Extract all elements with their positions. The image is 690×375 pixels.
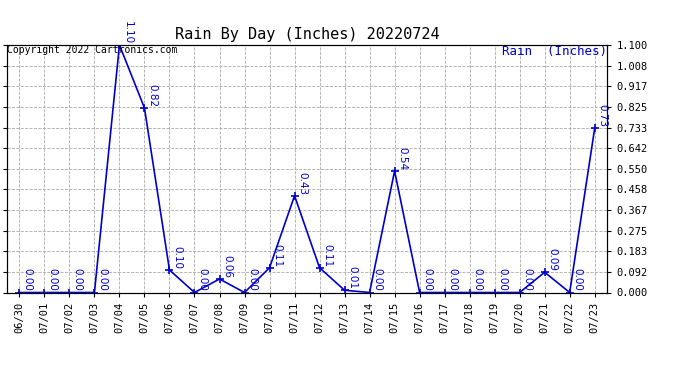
Text: 0.00: 0.00: [197, 268, 208, 291]
Text: 0.00: 0.00: [573, 268, 582, 291]
Text: 0.82: 0.82: [148, 84, 157, 107]
Text: 0.06: 0.06: [222, 255, 233, 278]
Text: 0.00: 0.00: [373, 268, 382, 291]
Text: 0.00: 0.00: [22, 268, 32, 291]
Text: 0.00: 0.00: [72, 268, 82, 291]
Text: 1.10: 1.10: [122, 21, 132, 44]
Text: 0.73: 0.73: [598, 104, 608, 127]
Text: 0.00: 0.00: [97, 268, 108, 291]
Text: 0.10: 0.10: [172, 246, 182, 269]
Text: Copyright 2022 Cartronics.com: Copyright 2022 Cartronics.com: [7, 45, 177, 55]
Text: 0.00: 0.00: [422, 268, 433, 291]
Text: 0.00: 0.00: [48, 268, 57, 291]
Text: Rain  (Inches): Rain (Inches): [502, 45, 607, 58]
Text: 0.00: 0.00: [248, 268, 257, 291]
Text: 0.00: 0.00: [448, 268, 457, 291]
Text: 0.54: 0.54: [397, 147, 408, 170]
Text: 0.00: 0.00: [497, 268, 508, 291]
Text: 0.11: 0.11: [322, 243, 333, 267]
Text: 0.43: 0.43: [297, 171, 308, 195]
Title: Rain By Day (Inches) 20220724: Rain By Day (Inches) 20220724: [175, 27, 440, 42]
Text: 0.01: 0.01: [348, 266, 357, 289]
Text: 0.11: 0.11: [273, 243, 282, 267]
Text: 0.00: 0.00: [522, 268, 533, 291]
Text: 0.09: 0.09: [548, 248, 558, 271]
Text: 0.00: 0.00: [473, 268, 482, 291]
